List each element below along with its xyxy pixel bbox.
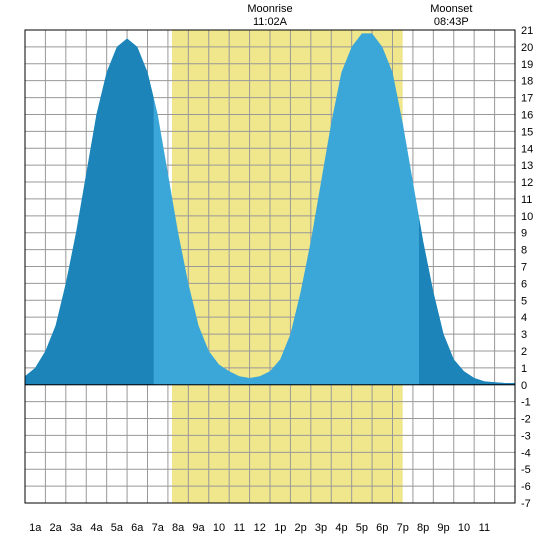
y-tick-label: 16 [521, 109, 533, 121]
y-tick-label: 4 [521, 312, 527, 324]
y-tick-label: 10 [521, 211, 533, 223]
x-tick-label: 6a [131, 522, 144, 534]
y-tick-label: 18 [521, 76, 533, 88]
x-tick-label: 4p [335, 522, 347, 534]
x-tick-label: 6p [376, 522, 388, 534]
y-tick-label: 2 [521, 346, 527, 358]
x-tick-label: 7p [397, 522, 409, 534]
y-tick-label: -2 [521, 414, 531, 426]
y-tick-label: -4 [521, 447, 531, 459]
y-tick-label: -7 [521, 498, 531, 510]
x-tick-label: 2a [50, 522, 63, 534]
y-tick-label: 20 [521, 42, 533, 54]
x-tick-label: 1p [274, 522, 286, 534]
y-tick-label: -3 [521, 430, 531, 442]
x-tick-label: 7a [152, 522, 165, 534]
y-tick-label: 0 [521, 380, 527, 392]
x-tick-label: 10 [213, 522, 225, 534]
moonrise-time: 11:02A [253, 16, 288, 28]
y-tick-label: 8 [521, 245, 527, 257]
x-tick-label: 10 [458, 522, 470, 534]
x-tick-label: 2p [295, 522, 307, 534]
x-tick-label: 3p [315, 522, 327, 534]
y-tick-label: -5 [521, 464, 531, 476]
x-tick-label: 9a [192, 522, 205, 534]
moonset-label: Moonset [430, 3, 472, 15]
chart-svg: -7-6-5-4-3-2-101234567891011121314151617… [0, 0, 550, 550]
y-tick-label: 6 [521, 278, 527, 290]
tide-chart: -7-6-5-4-3-2-101234567891011121314151617… [0, 0, 550, 550]
x-tick-label: 11 [234, 522, 245, 534]
y-tick-label: -1 [521, 397, 531, 409]
y-tick-label: 15 [521, 126, 533, 138]
y-tick-label: 5 [521, 295, 527, 307]
y-tick-label: 17 [521, 93, 533, 105]
y-tick-label: 14 [521, 143, 533, 155]
x-tick-label: 12 [254, 522, 266, 534]
x-tick-label: 9p [437, 522, 449, 534]
y-tick-label: 9 [521, 228, 527, 240]
y-tick-label: 7 [521, 262, 527, 274]
y-tick-label: 1 [521, 363, 527, 375]
y-tick-label: 12 [521, 177, 533, 189]
x-tick-label: 4a [90, 522, 103, 534]
y-tick-label: 19 [521, 59, 533, 71]
y-tick-label: -6 [521, 481, 531, 493]
x-tick-label: 8a [172, 522, 185, 534]
x-tick-label: 3a [70, 522, 83, 534]
x-tick-label: 5a [111, 522, 124, 534]
x-tick-label: 5p [356, 522, 368, 534]
y-tick-label: 21 [521, 25, 533, 37]
y-tick-label: 3 [521, 329, 527, 341]
y-tick-label: 13 [521, 160, 533, 172]
y-tick-label: 11 [521, 194, 532, 206]
moonset-time: 08:43P [434, 16, 469, 28]
x-tick-label: 1a [29, 522, 42, 534]
moonrise-label: Moonrise [247, 3, 292, 15]
x-tick-label: 11 [479, 522, 490, 534]
x-tick-label: 8p [417, 522, 429, 534]
